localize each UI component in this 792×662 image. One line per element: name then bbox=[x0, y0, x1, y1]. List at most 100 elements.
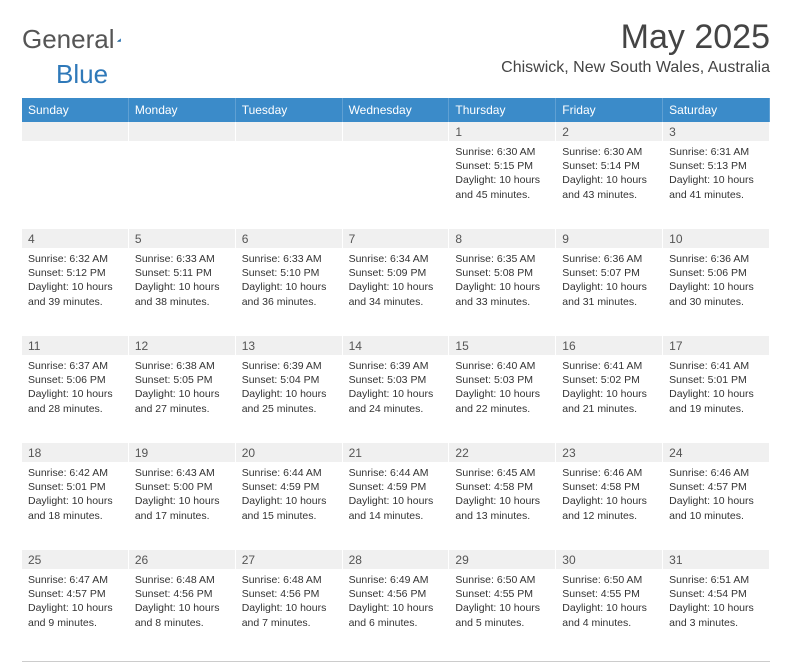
day-number-row: ....123 bbox=[22, 122, 770, 141]
daylight-text-2: and 21 minutes. bbox=[562, 402, 656, 416]
daylight-text-2: and 22 minutes. bbox=[455, 402, 549, 416]
daylight-text-1: Daylight: 10 hours bbox=[669, 173, 763, 187]
day-cell: Sunrise: 6:44 AMSunset: 4:59 PMDaylight:… bbox=[343, 462, 450, 550]
sunset-text: Sunset: 5:01 PM bbox=[669, 373, 763, 387]
sunrise-text: Sunrise: 6:42 AM bbox=[28, 466, 122, 480]
sunrise-text: Sunrise: 6:43 AM bbox=[135, 466, 229, 480]
daylight-text-1: Daylight: 10 hours bbox=[242, 601, 336, 615]
day-number: 12 bbox=[129, 336, 236, 355]
logo: General bbox=[22, 24, 143, 55]
day-number: 15 bbox=[449, 336, 556, 355]
day-header: Friday bbox=[556, 98, 663, 122]
sunset-text: Sunset: 5:10 PM bbox=[242, 266, 336, 280]
sunset-text: Sunset: 4:56 PM bbox=[349, 587, 443, 601]
daylight-text-1: Daylight: 10 hours bbox=[28, 494, 122, 508]
daylight-text-2: and 8 minutes. bbox=[135, 616, 229, 630]
day-number: 17 bbox=[663, 336, 770, 355]
day-number: 1 bbox=[449, 122, 556, 141]
sunrise-text: Sunrise: 6:33 AM bbox=[135, 252, 229, 266]
day-cell: Sunrise: 6:32 AMSunset: 5:12 PMDaylight:… bbox=[22, 248, 129, 336]
day-number: 14 bbox=[343, 336, 450, 355]
daylight-text-1: Daylight: 10 hours bbox=[669, 494, 763, 508]
day-cell: Sunrise: 6:50 AMSunset: 4:55 PMDaylight:… bbox=[449, 569, 556, 657]
day-number: 22 bbox=[449, 443, 556, 462]
daylight-text-1: Daylight: 10 hours bbox=[349, 494, 443, 508]
sunrise-text: Sunrise: 6:45 AM bbox=[455, 466, 549, 480]
daylight-text-1: Daylight: 10 hours bbox=[28, 601, 122, 615]
sunrise-text: Sunrise: 6:37 AM bbox=[28, 359, 122, 373]
sunset-text: Sunset: 5:03 PM bbox=[349, 373, 443, 387]
daylight-text-2: and 25 minutes. bbox=[242, 402, 336, 416]
sunrise-text: Sunrise: 6:34 AM bbox=[349, 252, 443, 266]
day-number: 27 bbox=[236, 550, 343, 569]
sunset-text: Sunset: 4:54 PM bbox=[669, 587, 763, 601]
daylight-text-2: and 38 minutes. bbox=[135, 295, 229, 309]
sunset-text: Sunset: 5:08 PM bbox=[455, 266, 549, 280]
sunset-text: Sunset: 5:07 PM bbox=[562, 266, 656, 280]
sunset-text: Sunset: 5:04 PM bbox=[242, 373, 336, 387]
daylight-text-2: and 12 minutes. bbox=[562, 509, 656, 523]
sunset-text: Sunset: 5:14 PM bbox=[562, 159, 656, 173]
sunset-text: Sunset: 4:55 PM bbox=[455, 587, 549, 601]
day-number: 24 bbox=[663, 443, 770, 462]
sunset-text: Sunset: 5:02 PM bbox=[562, 373, 656, 387]
sunset-text: Sunset: 5:13 PM bbox=[669, 159, 763, 173]
daylight-text-2: and 31 minutes. bbox=[562, 295, 656, 309]
daylight-text-1: Daylight: 10 hours bbox=[349, 601, 443, 615]
day-number: 18 bbox=[22, 443, 129, 462]
brand-word-1: General bbox=[22, 24, 115, 55]
sunrise-text: Sunrise: 6:41 AM bbox=[669, 359, 763, 373]
week-row: Sunrise: 6:47 AMSunset: 4:57 PMDaylight:… bbox=[22, 569, 770, 657]
day-cell: Sunrise: 6:40 AMSunset: 5:03 PMDaylight:… bbox=[449, 355, 556, 443]
day-number: 20 bbox=[236, 443, 343, 462]
daylight-text-2: and 43 minutes. bbox=[562, 188, 656, 202]
sunrise-text: Sunrise: 6:36 AM bbox=[562, 252, 656, 266]
sunset-text: Sunset: 5:05 PM bbox=[135, 373, 229, 387]
sunset-text: Sunset: 4:57 PM bbox=[28, 587, 122, 601]
sunrise-text: Sunrise: 6:31 AM bbox=[669, 145, 763, 159]
day-cell: Sunrise: 6:50 AMSunset: 4:55 PMDaylight:… bbox=[556, 569, 663, 657]
daylight-text-1: Daylight: 10 hours bbox=[562, 173, 656, 187]
daylight-text-1: Daylight: 10 hours bbox=[455, 601, 549, 615]
day-cell: Sunrise: 6:49 AMSunset: 4:56 PMDaylight:… bbox=[343, 569, 450, 657]
week-row: Sunrise: 6:32 AMSunset: 5:12 PMDaylight:… bbox=[22, 248, 770, 336]
sunset-text: Sunset: 5:06 PM bbox=[28, 373, 122, 387]
day-cell bbox=[22, 141, 129, 229]
sunrise-text: Sunrise: 6:47 AM bbox=[28, 573, 122, 587]
day-cell: Sunrise: 6:30 AMSunset: 5:15 PMDaylight:… bbox=[449, 141, 556, 229]
sunrise-text: Sunrise: 6:35 AM bbox=[455, 252, 549, 266]
daylight-text-1: Daylight: 10 hours bbox=[242, 280, 336, 294]
day-cell: Sunrise: 6:48 AMSunset: 4:56 PMDaylight:… bbox=[129, 569, 236, 657]
sunrise-text: Sunrise: 6:39 AM bbox=[349, 359, 443, 373]
daylight-text-2: and 9 minutes. bbox=[28, 616, 122, 630]
sunrise-text: Sunrise: 6:33 AM bbox=[242, 252, 336, 266]
day-number: 23 bbox=[556, 443, 663, 462]
sunrise-text: Sunrise: 6:41 AM bbox=[562, 359, 656, 373]
sunset-text: Sunset: 5:06 PM bbox=[669, 266, 763, 280]
daylight-text-2: and 33 minutes. bbox=[455, 295, 549, 309]
day-number: 21 bbox=[343, 443, 450, 462]
day-header-row: SundayMondayTuesdayWednesdayThursdayFrid… bbox=[22, 98, 770, 122]
month-title: May 2025 bbox=[501, 18, 770, 57]
sunset-text: Sunset: 4:56 PM bbox=[242, 587, 336, 601]
daylight-text-1: Daylight: 10 hours bbox=[669, 280, 763, 294]
daylight-text-2: and 27 minutes. bbox=[135, 402, 229, 416]
sunrise-text: Sunrise: 6:48 AM bbox=[135, 573, 229, 587]
daylight-text-1: Daylight: 10 hours bbox=[455, 173, 549, 187]
sunrise-text: Sunrise: 6:38 AM bbox=[135, 359, 229, 373]
day-number-row: 25262728293031 bbox=[22, 550, 770, 569]
daylight-text-1: Daylight: 10 hours bbox=[349, 387, 443, 401]
daylight-text-2: and 24 minutes. bbox=[349, 402, 443, 416]
day-number: 25 bbox=[22, 550, 129, 569]
title-block: May 2025 Chiswick, New South Wales, Aust… bbox=[501, 18, 770, 77]
day-number: 11 bbox=[22, 336, 129, 355]
day-number: 7 bbox=[343, 229, 450, 248]
day-cell: Sunrise: 6:51 AMSunset: 4:54 PMDaylight:… bbox=[663, 569, 770, 657]
day-cell: Sunrise: 6:47 AMSunset: 4:57 PMDaylight:… bbox=[22, 569, 129, 657]
daylight-text-1: Daylight: 10 hours bbox=[135, 280, 229, 294]
sunrise-text: Sunrise: 6:40 AM bbox=[455, 359, 549, 373]
day-cell: Sunrise: 6:46 AMSunset: 4:57 PMDaylight:… bbox=[663, 462, 770, 550]
sunrise-text: Sunrise: 6:51 AM bbox=[669, 573, 763, 587]
day-cell: Sunrise: 6:36 AMSunset: 5:06 PMDaylight:… bbox=[663, 248, 770, 336]
daylight-text-1: Daylight: 10 hours bbox=[242, 387, 336, 401]
